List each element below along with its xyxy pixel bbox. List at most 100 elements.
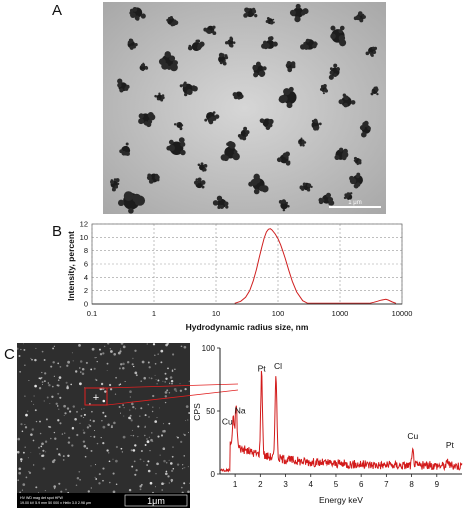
nanoparticle — [193, 177, 206, 189]
dls-x-tick-label: 0.1 — [87, 309, 97, 318]
nanoparticle — [218, 52, 229, 66]
eds-x-tick-label: 4 — [309, 480, 314, 489]
nanoparticle — [311, 118, 322, 131]
nanoparticle — [328, 63, 340, 80]
eds-peak-label: Cu — [222, 416, 233, 426]
nanoparticle — [252, 61, 267, 78]
dls-y-tick-label: 0 — [84, 300, 88, 309]
eds-x-tick-label: 5 — [334, 480, 339, 489]
eds-series-line — [219, 370, 463, 473]
dls-x-axis-label: Hydrodynamic radius size, nm — [186, 322, 309, 332]
eds-peak-label: Cu — [407, 431, 418, 441]
dls-y-tick-label: 12 — [80, 220, 88, 229]
dls-chart: 0 2 4 6 8 10 12 0.1 1 10 100 1000 10000 Hydrodynami… — [66, 220, 413, 333]
dls-x-tick-label: 100 — [272, 309, 285, 318]
nanoparticle — [220, 140, 240, 162]
eds-peak-label: Pt — [446, 440, 455, 450]
nanoparticle — [319, 83, 329, 95]
panel-a-letter: A — [52, 2, 63, 19]
eds-y-axis-label: CPS — [192, 403, 202, 421]
sem-info-bar: HV WD mag det spot HFW 19.00 kV 5.9 mm 5… — [20, 496, 91, 505]
nanoparticle — [278, 86, 297, 109]
dls-plot-frame — [91, 223, 403, 305]
dls-x-tick-label: 1 — [152, 309, 156, 318]
eds-peak-label: Na — [235, 405, 246, 415]
nanoparticle — [212, 195, 229, 210]
nanoparticle — [119, 142, 131, 156]
dls-x-tick-label: 10000 — [392, 309, 413, 318]
eds-x-tick-label: 1 — [233, 480, 238, 489]
nanoparticle — [117, 191, 146, 214]
dls-y-tick-label: 4 — [84, 273, 88, 282]
tem-scale-bar-label: 1 μm — [348, 200, 361, 206]
nanoparticle — [139, 62, 149, 72]
dls-y-axis-label: Intensity, percent — [66, 231, 76, 301]
nanoparticle — [204, 111, 220, 125]
nanoparticle — [330, 25, 347, 47]
eds-x-tick-label: 2 — [258, 480, 263, 489]
eds-y-tick-label: 0 — [211, 470, 216, 479]
nanoparticle — [166, 137, 186, 156]
nanoparticle — [343, 192, 353, 201]
nanoparticle — [276, 151, 291, 166]
dls-series-line — [234, 228, 397, 304]
eds-x-axis-label: Energy keV — [319, 495, 363, 505]
sem-micrograph: + HV WD mag det spot HFW 19.00 kV 5.9 mm… — [17, 343, 190, 508]
dls-y-tick-label: 2 — [84, 286, 88, 295]
nanoparticle — [224, 36, 236, 48]
eds-peak-label: Pt — [258, 364, 267, 374]
eds-x-tick-label: 8 — [409, 480, 414, 489]
eds-peak-label: Cl — [274, 361, 282, 371]
eds-y-tick-label: 50 — [206, 407, 215, 416]
nanoparticle — [237, 126, 250, 141]
nanoparticle — [197, 162, 208, 172]
panel-b-letter: B — [52, 223, 63, 240]
nanoparticle — [158, 51, 178, 72]
nanoparticle — [300, 38, 318, 50]
nanoparticle — [127, 38, 138, 50]
nanoparticle — [259, 118, 274, 131]
nanoparticle — [154, 92, 165, 102]
dls-y-tick-label: 8 — [84, 246, 88, 255]
nanoparticle — [299, 182, 313, 192]
eds-x-tick-label: 6 — [359, 480, 364, 489]
nanoparticle — [117, 78, 130, 93]
nanoparticle — [289, 3, 309, 23]
panel-c-letter: C — [4, 346, 15, 363]
nanoparticle — [146, 173, 160, 184]
nanoparticle — [334, 147, 349, 161]
nanoparticle — [359, 120, 371, 138]
eds-x-tick-label: 3 — [283, 480, 288, 489]
nanoparticle — [261, 36, 278, 50]
nanoparticle — [243, 7, 258, 18]
nanoparticle — [370, 86, 379, 96]
dls-x-tick-label: 1000 — [332, 309, 349, 318]
nanoparticle — [203, 25, 217, 36]
nanoparticle — [187, 39, 205, 52]
nanoparticle — [265, 16, 275, 25]
dls-y-tick-label: 10 — [80, 233, 88, 242]
nanoparticle — [278, 199, 290, 212]
eds-x-tick-label: 7 — [384, 480, 389, 489]
sem-scale-bar-label: 1μm — [147, 496, 165, 506]
nanoparticle — [248, 173, 269, 195]
nanoparticle — [338, 93, 356, 108]
nanoparticle — [353, 11, 366, 23]
nanoparticle — [349, 172, 363, 189]
nanoparticle — [179, 81, 198, 97]
dls-y-tick-label: 6 — [84, 260, 88, 269]
tem-micrograph: 1 μm — [103, 2, 386, 214]
nanoparticle — [138, 111, 156, 128]
nanoparticle — [166, 16, 179, 27]
nanoparticle — [129, 6, 146, 21]
nanoparticle — [298, 137, 307, 147]
nanoparticle — [353, 156, 362, 166]
sem-marker: + — [93, 392, 99, 404]
eds-y-tick-label: 100 — [202, 344, 216, 353]
eds-x-tick-label: 9 — [435, 480, 440, 489]
nanoparticle — [173, 121, 184, 131]
dls-x-tick-label: 10 — [212, 309, 220, 318]
nanoparticle — [110, 178, 120, 192]
nanoparticle — [232, 91, 244, 100]
